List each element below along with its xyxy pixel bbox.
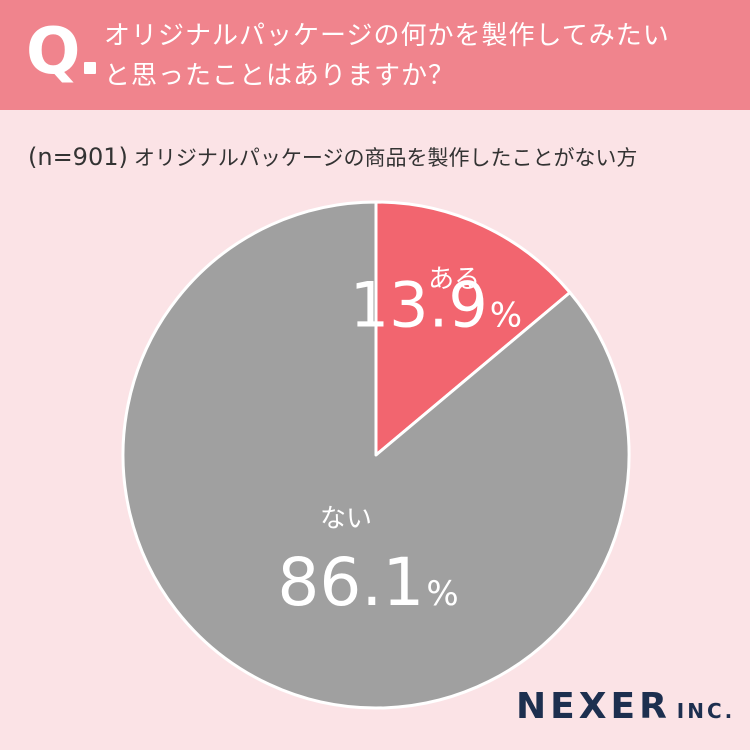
logo-main: NEXER (516, 686, 671, 727)
question-mark: Q (26, 15, 81, 89)
pie-slice-1 (374, 200, 572, 457)
question-header: Q オリジナルパッケージの何かを製作してみたい と思ったことはありますか？ (0, 0, 750, 110)
sample-size: (n=901) (28, 143, 128, 171)
pie-slice-2 (121, 200, 631, 710)
logo-suffix: INC. (676, 699, 736, 723)
question-line-1: オリジナルパッケージの何かを製作してみたい (104, 21, 670, 51)
question-text: オリジナルパッケージの何かを製作してみたい と思ったことはありますか？ (104, 16, 734, 96)
slice-label-2: ない (320, 504, 372, 534)
nexer-logo: NEXER INC. (516, 686, 735, 727)
sample-description: (n=901) オリジナルパッケージの商品を製作したことがない方 (28, 142, 728, 173)
slice-label-1: ある (428, 265, 480, 295)
slice-value-2: 86.1% (277, 544, 458, 621)
question-line-2: と思ったことはありますか？ (104, 61, 456, 91)
slice-value-1: 13.9% (350, 269, 522, 342)
question-mark-dot (84, 62, 96, 74)
sample-respondents: オリジナルパッケージの商品を製作したことがない方 (133, 146, 638, 170)
